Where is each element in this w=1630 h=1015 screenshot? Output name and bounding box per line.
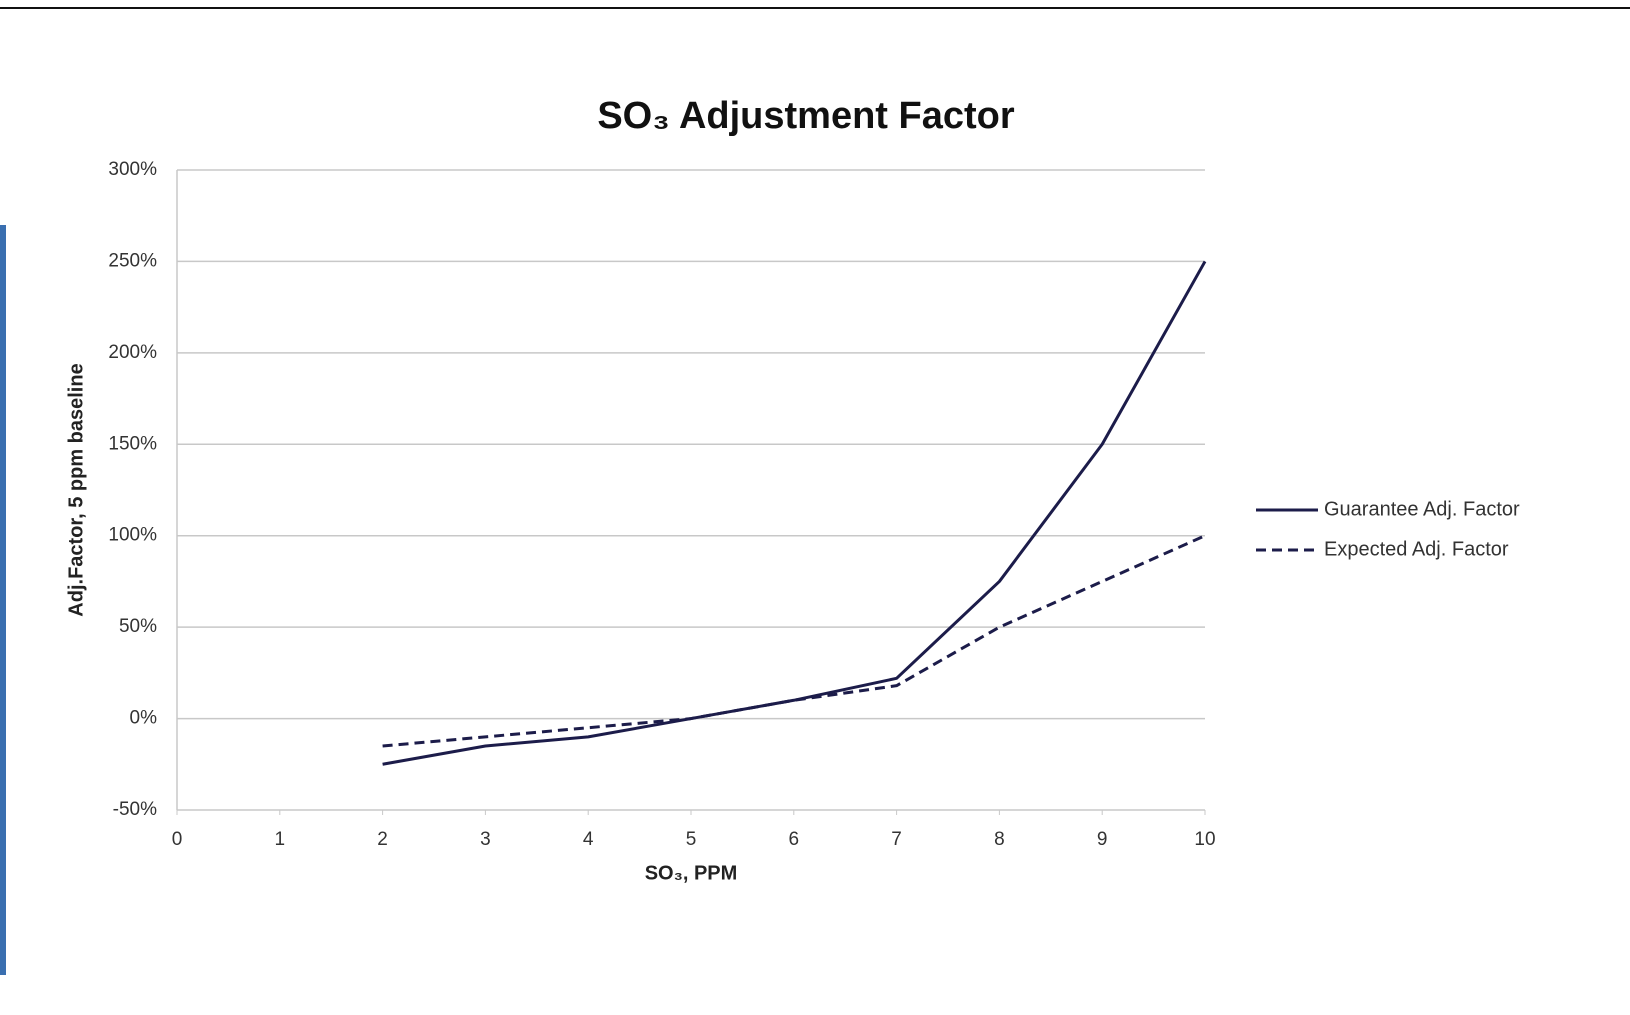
x-tick-label: 10	[1194, 829, 1215, 850]
left-edge	[0, 225, 6, 975]
series-line	[382, 534, 1206, 748]
y-tick-label: 150%	[108, 433, 157, 454]
x-tick-label: 8	[994, 829, 1005, 850]
y-tick-label: 300%	[108, 159, 157, 180]
y-tick-label: 250%	[108, 250, 157, 271]
x-axis-label: SO₃, PPM	[645, 862, 738, 884]
chart-title: SO₃ Adjustment Factor	[597, 95, 1015, 137]
y-tick-label: 50%	[119, 616, 157, 637]
x-tick-label: 4	[583, 829, 594, 850]
x-tick-label: 6	[789, 829, 800, 850]
y-tick-label: 200%	[108, 342, 157, 363]
x-tick-label: 5	[686, 829, 697, 850]
legend-label: Expected Adj. Factor	[1324, 538, 1509, 560]
x-tick-label: 2	[377, 829, 388, 850]
series-line	[382, 260, 1207, 766]
x-tick-label: 1	[275, 829, 286, 850]
x-tick-label: 0	[172, 829, 183, 850]
legend-label: Guarantee Adj. Factor	[1324, 498, 1520, 520]
y-tick-label: 0%	[130, 708, 158, 729]
y-tick-label: -50%	[113, 799, 157, 820]
y-axis-label: Adj.Factor, 5 ppm baseline	[65, 363, 87, 616]
y-tick-label: 100%	[108, 525, 157, 546]
x-tick-label: 3	[480, 829, 491, 850]
x-tick-label: 9	[1097, 829, 1108, 850]
x-tick-label: 7	[891, 829, 902, 850]
